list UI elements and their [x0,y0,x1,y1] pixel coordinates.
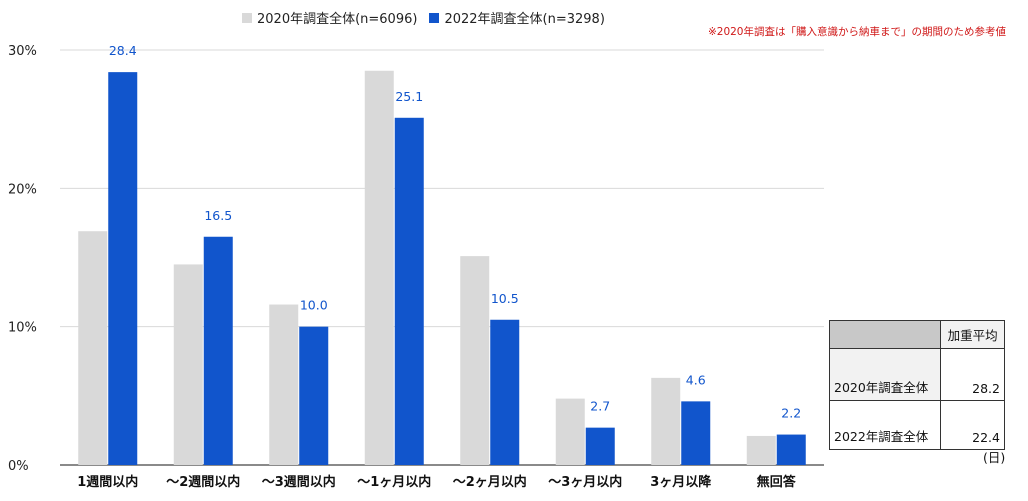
avg-table-row-value: 22.4 [940,400,1005,450]
bar [460,256,490,465]
bar [490,319,520,465]
legend-swatch-2022 [429,12,440,23]
x-tick-label: ～3週間以内 [262,474,336,490]
avg-table-row-label: 2020年調査全体 [828,348,942,401]
x-tick-label: ～2ヶ月以内 [453,474,527,490]
legend-swatch-2020 [242,12,252,23]
bar [364,70,394,465]
avg-table-row: 2022年調査全体 22.4 [828,400,1005,450]
avg-table-unit: (日) [983,450,1006,465]
x-tick-label: ～2週間以内 [166,474,240,490]
avg-table-header: 加重平均 [940,320,1005,349]
legend-item-2022: 2022年調査全体(n=3298) [429,8,605,27]
bar [651,377,681,465]
data-label: 10.0 [300,298,328,313]
avg-table-row: 2020年調査全体 28.2 [828,348,1005,401]
data-label: 25.1 [395,89,423,104]
avg-table-header-row: 加重平均 [828,320,1005,349]
avg-table-row-label: 2022年調査全体 [828,400,942,450]
y-tick-label: 0% [8,459,29,474]
data-label: 4.6 [686,372,706,387]
x-tick-label: ～1ヶ月以内 [357,474,431,490]
bar [108,72,138,465]
y-tick-label: 10% [8,321,37,336]
y-tick-label: 30% [8,44,37,59]
chart-legend: 2020年調査全体(n=6096) 2022年調査全体(n=3298) [242,8,617,27]
data-label: 28.4 [109,43,137,58]
data-label: 10.5 [491,291,519,306]
bar [394,117,424,466]
avg-table-corner [828,320,942,349]
legend-label-2022: 2022年調査全体(n=3298) [444,12,605,27]
bar [555,398,585,465]
x-tick-label: 無回答 [757,474,797,490]
x-tick-label: 1週間以内 [77,474,138,490]
reference-note: ※2020年調査は「購入意識から納車まで」の期間のため参考値 [707,26,1006,38]
bar [776,434,806,465]
data-label: 2.7 [590,399,610,414]
bar [585,427,615,465]
bar [269,304,299,465]
bar [299,326,329,465]
bar [681,401,711,465]
x-tick-label: 3ヶ月以降 [650,474,712,490]
y-tick-label: 20% [8,182,37,197]
bar [203,236,233,465]
data-label: 2.2 [781,406,801,421]
weighted-average-table: 加重平均 2020年調査全体 28.2 2022年調査全体 22.4 [828,320,1005,450]
bar [746,435,776,465]
data-label: 16.5 [204,208,232,223]
bar [173,264,203,465]
bar [78,231,108,465]
x-tick-label: ～3ヶ月以内 [548,474,622,490]
avg-table-row-value: 28.2 [940,348,1005,401]
legend-label-2020: 2020年調査全体(n=6096) [257,12,418,27]
legend-item-2020: 2020年調査全体(n=6096) [242,8,417,27]
